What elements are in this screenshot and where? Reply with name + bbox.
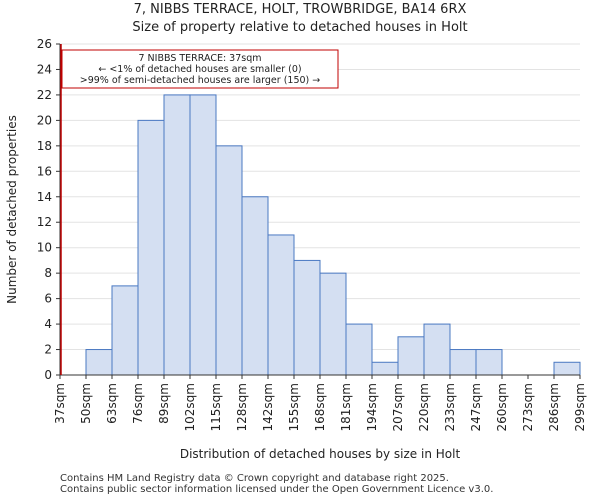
- footer-line-1: Contains HM Land Registry data © Crown c…: [60, 473, 449, 484]
- histogram-bar: [475, 349, 503, 376]
- histogram-bar: [319, 272, 347, 376]
- y-tick-label: 4: [44, 317, 52, 331]
- annotation-line: 7 NIBBS TERRACE: 37sqm: [138, 53, 261, 64]
- x-tick-label: 37sqm: [53, 383, 67, 424]
- x-tick-label: 286sqm: [547, 383, 561, 431]
- x-tick-label: 168sqm: [313, 383, 327, 431]
- x-tick-label: 220sqm: [417, 383, 431, 431]
- y-tick-label: 26: [37, 37, 52, 51]
- histogram-bar: [215, 145, 243, 376]
- y-axis-label: Number of detached properties: [5, 115, 19, 304]
- histogram-bar: [85, 349, 113, 376]
- x-tick-label: 128sqm: [235, 383, 249, 431]
- x-tick-label: 233sqm: [443, 383, 457, 431]
- histogram-bar: [111, 285, 139, 376]
- y-tick-label: 20: [37, 113, 52, 127]
- y-tick-label: 8: [44, 266, 52, 280]
- histogram-bar: [397, 336, 425, 376]
- x-tick-label: 194sqm: [365, 383, 379, 431]
- y-tick-label: 18: [37, 139, 52, 153]
- y-tick-label: 0: [44, 368, 52, 382]
- histogram-bar: [241, 196, 269, 376]
- y-tick-label: 24: [37, 62, 52, 76]
- histogram-bar: [293, 259, 321, 376]
- annotation-line: >99% of semi-detached houses are larger …: [80, 75, 321, 86]
- histogram-bar: [423, 323, 451, 376]
- y-tick-label: 12: [37, 215, 52, 229]
- y-tick-label: 14: [37, 190, 52, 204]
- x-tick-label: 63sqm: [105, 383, 119, 424]
- y-tick-label: 2: [44, 343, 52, 357]
- x-tick-label: 102sqm: [183, 383, 197, 431]
- footer-line-2: Contains public sector information licen…: [60, 484, 494, 495]
- x-tick-label: 247sqm: [469, 383, 483, 431]
- x-tick-label: 50sqm: [79, 383, 93, 424]
- y-tick-label: 22: [37, 88, 52, 102]
- y-tick-label: 6: [44, 292, 52, 306]
- x-tick-label: 76sqm: [131, 383, 145, 424]
- chart-title: 7, NIBBS TERRACE, HOLT, TROWBRIDGE, BA14…: [133, 2, 467, 17]
- annotation-box: [61, 49, 339, 89]
- histogram-bar: [371, 361, 399, 376]
- y-tick-label: 16: [37, 164, 52, 178]
- histogram-bar: [553, 361, 581, 376]
- histogram-bar: [267, 234, 295, 376]
- histogram-bar: [449, 349, 477, 376]
- annotation-line: ← <1% of detached houses are smaller (0): [98, 64, 301, 75]
- x-tick-label: 273sqm: [521, 383, 535, 431]
- y-tick-label: 10: [37, 241, 52, 255]
- x-tick-label: 299sqm: [573, 383, 587, 431]
- x-axis-label: Distribution of detached houses by size …: [180, 447, 461, 461]
- x-tick-label: 89sqm: [157, 383, 171, 424]
- histogram-bar: [189, 94, 217, 376]
- x-tick-label: 142sqm: [261, 383, 275, 431]
- chart-subtitle: Size of property relative to detached ho…: [132, 20, 468, 35]
- histogram-bar: [163, 94, 191, 376]
- x-tick-label: 260sqm: [495, 383, 509, 431]
- x-tick-label: 207sqm: [391, 383, 405, 431]
- x-tick-label: 155sqm: [287, 383, 301, 431]
- histogram-bar: [137, 119, 165, 376]
- x-tick-label: 115sqm: [209, 383, 223, 431]
- histogram-bar: [345, 323, 373, 376]
- x-tick-label: 181sqm: [339, 383, 353, 431]
